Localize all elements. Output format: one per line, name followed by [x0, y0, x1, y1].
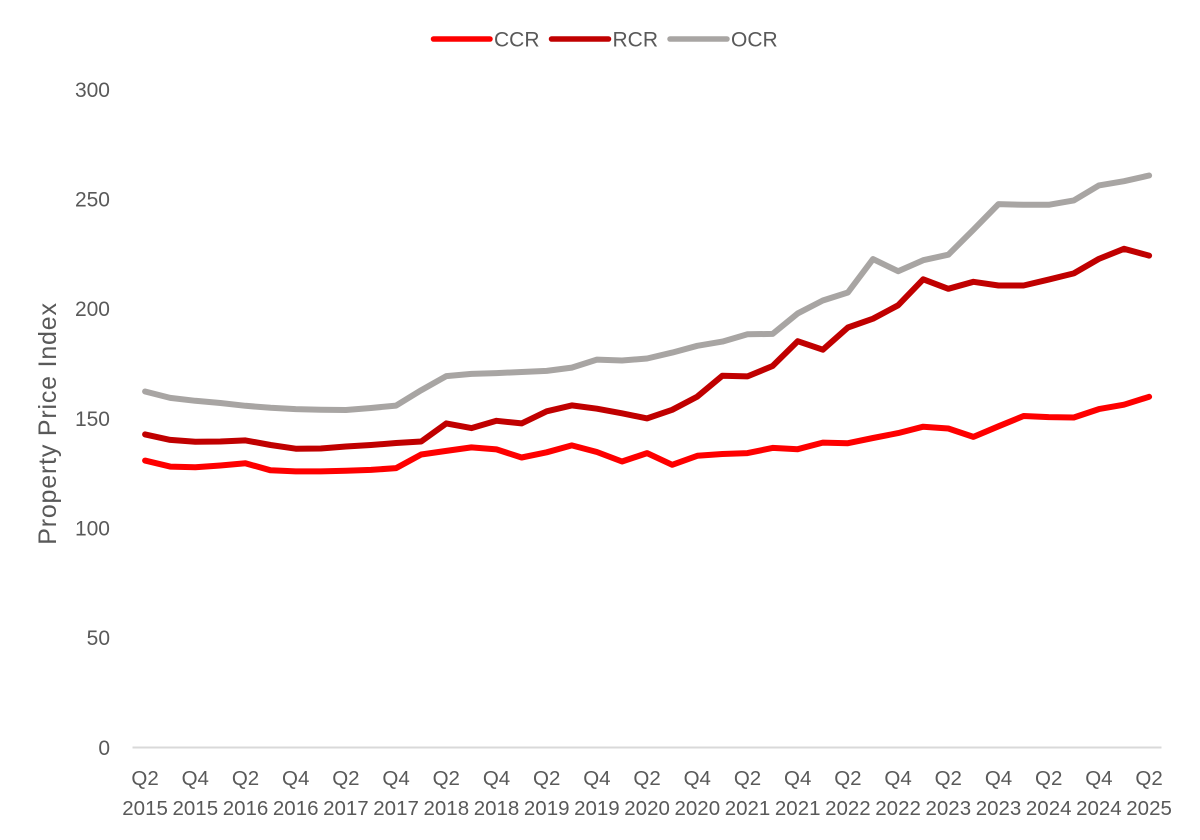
svg-text:Q2: Q2	[1035, 767, 1062, 790]
svg-text:Q4: Q4	[182, 767, 209, 790]
svg-text:Q4: Q4	[282, 767, 309, 790]
svg-text:Q2: Q2	[834, 767, 861, 790]
svg-text:2025: 2025	[1126, 797, 1172, 820]
svg-text:Q2: Q2	[1135, 767, 1162, 790]
svg-text:Q2: Q2	[232, 767, 259, 790]
svg-text:2015: 2015	[172, 797, 218, 820]
svg-text:Q2: Q2	[332, 767, 359, 790]
svg-text:2017: 2017	[323, 797, 369, 820]
svg-text:Q4: Q4	[382, 767, 409, 790]
svg-text:Q4: Q4	[684, 767, 711, 790]
svg-text:2015: 2015	[122, 797, 168, 820]
svg-text:2023: 2023	[976, 797, 1022, 820]
svg-text:Q2: Q2	[533, 767, 560, 790]
svg-text:100: 100	[75, 518, 110, 541]
svg-text:2021: 2021	[775, 797, 821, 820]
svg-text:Q4: Q4	[483, 767, 510, 790]
svg-text:2024: 2024	[1026, 797, 1072, 820]
svg-text:Q2: Q2	[734, 767, 761, 790]
svg-text:2023: 2023	[925, 797, 971, 820]
svg-text:50: 50	[87, 627, 110, 650]
svg-text:2017: 2017	[373, 797, 419, 820]
svg-text:2024: 2024	[1076, 797, 1122, 820]
svg-text:2019: 2019	[524, 797, 570, 820]
svg-text:Q4: Q4	[583, 767, 610, 790]
svg-text:Q2: Q2	[633, 767, 660, 790]
svg-text:Q2: Q2	[433, 767, 460, 790]
svg-text:200: 200	[75, 298, 110, 321]
svg-text:Property Price Index: Property Price Index	[34, 302, 62, 545]
svg-text:Q4: Q4	[1085, 767, 1112, 790]
svg-text:Q4: Q4	[884, 767, 911, 790]
svg-text:2016: 2016	[273, 797, 319, 820]
svg-text:Q2: Q2	[935, 767, 962, 790]
svg-text:150: 150	[75, 408, 110, 431]
svg-text:OCR: OCR	[731, 29, 778, 52]
svg-text:0: 0	[98, 737, 110, 760]
svg-text:CCR: CCR	[494, 29, 540, 52]
svg-text:300: 300	[75, 79, 110, 102]
svg-text:2018: 2018	[423, 797, 469, 820]
svg-text:2019: 2019	[574, 797, 620, 820]
svg-text:Q4: Q4	[985, 767, 1012, 790]
svg-text:2021: 2021	[725, 797, 771, 820]
svg-text:Q4: Q4	[784, 767, 811, 790]
svg-text:2016: 2016	[223, 797, 269, 820]
svg-text:2018: 2018	[474, 797, 520, 820]
svg-text:RCR: RCR	[613, 29, 659, 52]
svg-text:Q2: Q2	[131, 767, 158, 790]
svg-text:2022: 2022	[875, 797, 921, 820]
svg-text:250: 250	[75, 189, 110, 212]
svg-text:2020: 2020	[674, 797, 720, 820]
svg-text:2020: 2020	[624, 797, 670, 820]
svg-text:2022: 2022	[825, 797, 871, 820]
